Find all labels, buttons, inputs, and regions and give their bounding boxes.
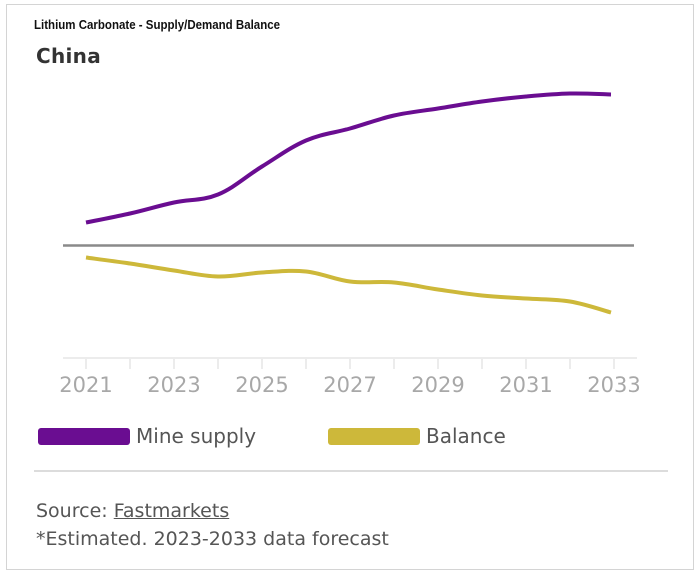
source-link[interactable]: Fastmarkets — [113, 500, 230, 522]
legend-label-mine-supply: Mine supply — [136, 424, 257, 448]
legend-item-mine-supply[interactable]: Mine supply — [38, 424, 256, 448]
x-tick-label: 2027 — [323, 373, 376, 397]
x-tick-label: 2023 — [147, 373, 200, 397]
x-tick-label: 2025 — [235, 373, 288, 397]
chart-subtitle: China — [36, 44, 102, 68]
chart-title: Lithium Carbonate - Supply/Demand Balanc… — [34, 18, 281, 32]
chart-plot: 2021 2023 2025 2027 2029 2031 2033 — [59, 91, 641, 397]
series-line-balance — [85, 255, 612, 315]
chart-frame — [6, 4, 694, 570]
forecast-note: *Estimated. 2023-2033 data forecast — [36, 528, 389, 550]
legend-swatch-balance — [328, 427, 420, 445]
legend-label-balance: Balance — [426, 424, 506, 448]
source-label: Source: — [36, 500, 108, 522]
footer-divider — [34, 470, 668, 472]
x-tick-label: 2031 — [499, 373, 552, 397]
legend-swatch-mine-supply — [38, 427, 130, 445]
x-tick-label: 2033 — [587, 373, 640, 397]
x-tick-label: 2021 — [59, 373, 112, 397]
legend-item-balance[interactable]: Balance — [328, 424, 506, 448]
series-line-mine-supply — [85, 91, 612, 225]
source-line: Source: Fastmarkets — [36, 500, 229, 522]
x-tick-label: 2029 — [411, 373, 464, 397]
